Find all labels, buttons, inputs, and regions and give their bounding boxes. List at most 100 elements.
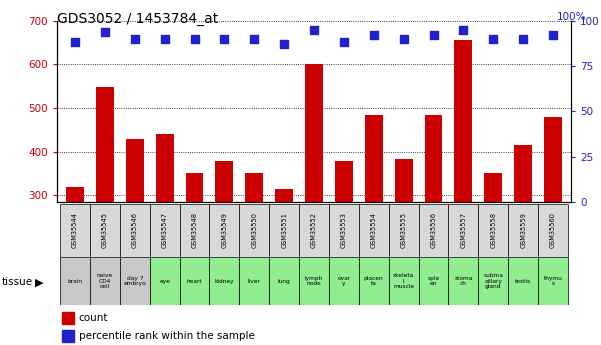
Bar bbox=[180, 257, 210, 305]
Bar bbox=[210, 204, 239, 257]
Bar bbox=[418, 204, 448, 257]
Text: lung: lung bbox=[278, 279, 290, 284]
Point bbox=[369, 32, 379, 38]
Bar bbox=[156, 134, 174, 326]
Text: testis: testis bbox=[515, 279, 531, 284]
Bar bbox=[305, 65, 323, 326]
Bar bbox=[150, 204, 180, 257]
Point bbox=[309, 27, 319, 32]
Point bbox=[190, 36, 200, 42]
Bar bbox=[66, 187, 84, 326]
Point bbox=[70, 40, 80, 45]
Point bbox=[279, 41, 289, 47]
Text: ▶: ▶ bbox=[35, 277, 43, 287]
Text: GSM35555: GSM35555 bbox=[401, 212, 407, 248]
Bar bbox=[389, 204, 418, 257]
Text: GSM35558: GSM35558 bbox=[490, 212, 496, 248]
Text: 100%: 100% bbox=[557, 12, 586, 22]
Bar bbox=[508, 257, 538, 305]
Bar bbox=[359, 257, 389, 305]
Bar bbox=[478, 257, 508, 305]
Text: lymph
node: lymph node bbox=[305, 276, 323, 286]
Bar bbox=[538, 204, 568, 257]
Text: GSM35553: GSM35553 bbox=[341, 213, 347, 248]
Text: stoma
ch: stoma ch bbox=[454, 276, 472, 286]
Bar bbox=[538, 257, 568, 305]
Bar bbox=[359, 204, 389, 257]
Bar bbox=[478, 204, 508, 257]
Point bbox=[429, 32, 438, 38]
Bar bbox=[245, 172, 263, 326]
Bar bbox=[186, 174, 204, 326]
Text: GDS3052 / 1453784_at: GDS3052 / 1453784_at bbox=[57, 12, 218, 26]
Bar bbox=[508, 204, 538, 257]
Bar bbox=[454, 40, 472, 326]
Bar bbox=[60, 257, 90, 305]
Bar bbox=[126, 139, 144, 326]
Bar bbox=[96, 87, 114, 326]
Text: GSM35546: GSM35546 bbox=[132, 212, 138, 248]
Text: skeleta
l
muscle: skeleta l muscle bbox=[393, 273, 414, 289]
Bar bbox=[395, 159, 413, 326]
Bar bbox=[60, 204, 90, 257]
Bar bbox=[120, 257, 150, 305]
Bar bbox=[424, 115, 442, 326]
Text: sple
en: sple en bbox=[427, 276, 440, 286]
Text: GSM35545: GSM35545 bbox=[102, 212, 108, 248]
Text: liver: liver bbox=[248, 279, 261, 284]
Text: thymu
s: thymu s bbox=[543, 276, 563, 286]
Bar bbox=[90, 204, 120, 257]
Text: GSM35548: GSM35548 bbox=[192, 212, 198, 248]
Text: GSM35550: GSM35550 bbox=[251, 212, 257, 248]
Text: GSM35551: GSM35551 bbox=[281, 213, 287, 248]
Bar bbox=[389, 257, 418, 305]
Text: GSM35556: GSM35556 bbox=[430, 212, 436, 248]
Point bbox=[160, 36, 169, 42]
Bar bbox=[514, 145, 532, 326]
Bar bbox=[269, 257, 299, 305]
Bar bbox=[120, 204, 150, 257]
Point bbox=[459, 27, 468, 32]
Text: GSM35560: GSM35560 bbox=[550, 212, 556, 248]
Text: GSM35549: GSM35549 bbox=[221, 213, 227, 248]
Text: GSM35554: GSM35554 bbox=[371, 212, 377, 248]
Point bbox=[100, 29, 110, 34]
Bar bbox=[299, 257, 329, 305]
Text: count: count bbox=[79, 313, 108, 323]
Bar bbox=[210, 257, 239, 305]
Text: GSM35559: GSM35559 bbox=[520, 213, 526, 248]
Text: eye: eye bbox=[159, 279, 170, 284]
Bar bbox=[215, 161, 233, 326]
Point bbox=[399, 36, 409, 42]
Point bbox=[489, 36, 498, 42]
Point bbox=[548, 32, 558, 38]
Bar bbox=[239, 257, 269, 305]
Bar bbox=[63, 330, 73, 342]
Bar bbox=[418, 257, 448, 305]
Point bbox=[219, 36, 229, 42]
Text: placen
ta: placen ta bbox=[364, 276, 383, 286]
Bar bbox=[90, 257, 120, 305]
Text: GSM35544: GSM35544 bbox=[72, 212, 78, 248]
Bar bbox=[180, 204, 210, 257]
Bar bbox=[150, 257, 180, 305]
Text: kidney: kidney bbox=[215, 279, 234, 284]
Bar bbox=[239, 204, 269, 257]
Bar bbox=[299, 204, 329, 257]
Point bbox=[249, 36, 259, 42]
Text: subma
xillary
gland: subma xillary gland bbox=[483, 273, 503, 289]
Text: GSM35557: GSM35557 bbox=[460, 212, 466, 248]
Bar bbox=[448, 257, 478, 305]
Text: GSM35552: GSM35552 bbox=[311, 212, 317, 248]
Point bbox=[130, 36, 139, 42]
Bar bbox=[329, 204, 359, 257]
Text: GSM35547: GSM35547 bbox=[162, 212, 168, 248]
Bar bbox=[63, 312, 73, 324]
Text: heart: heart bbox=[187, 279, 203, 284]
Text: day 7
embryо: day 7 embryо bbox=[123, 276, 146, 286]
Bar bbox=[269, 204, 299, 257]
Bar bbox=[275, 189, 293, 326]
Bar bbox=[544, 117, 562, 326]
Text: brain: brain bbox=[67, 279, 82, 284]
Text: ovar
y: ovar y bbox=[337, 276, 350, 286]
